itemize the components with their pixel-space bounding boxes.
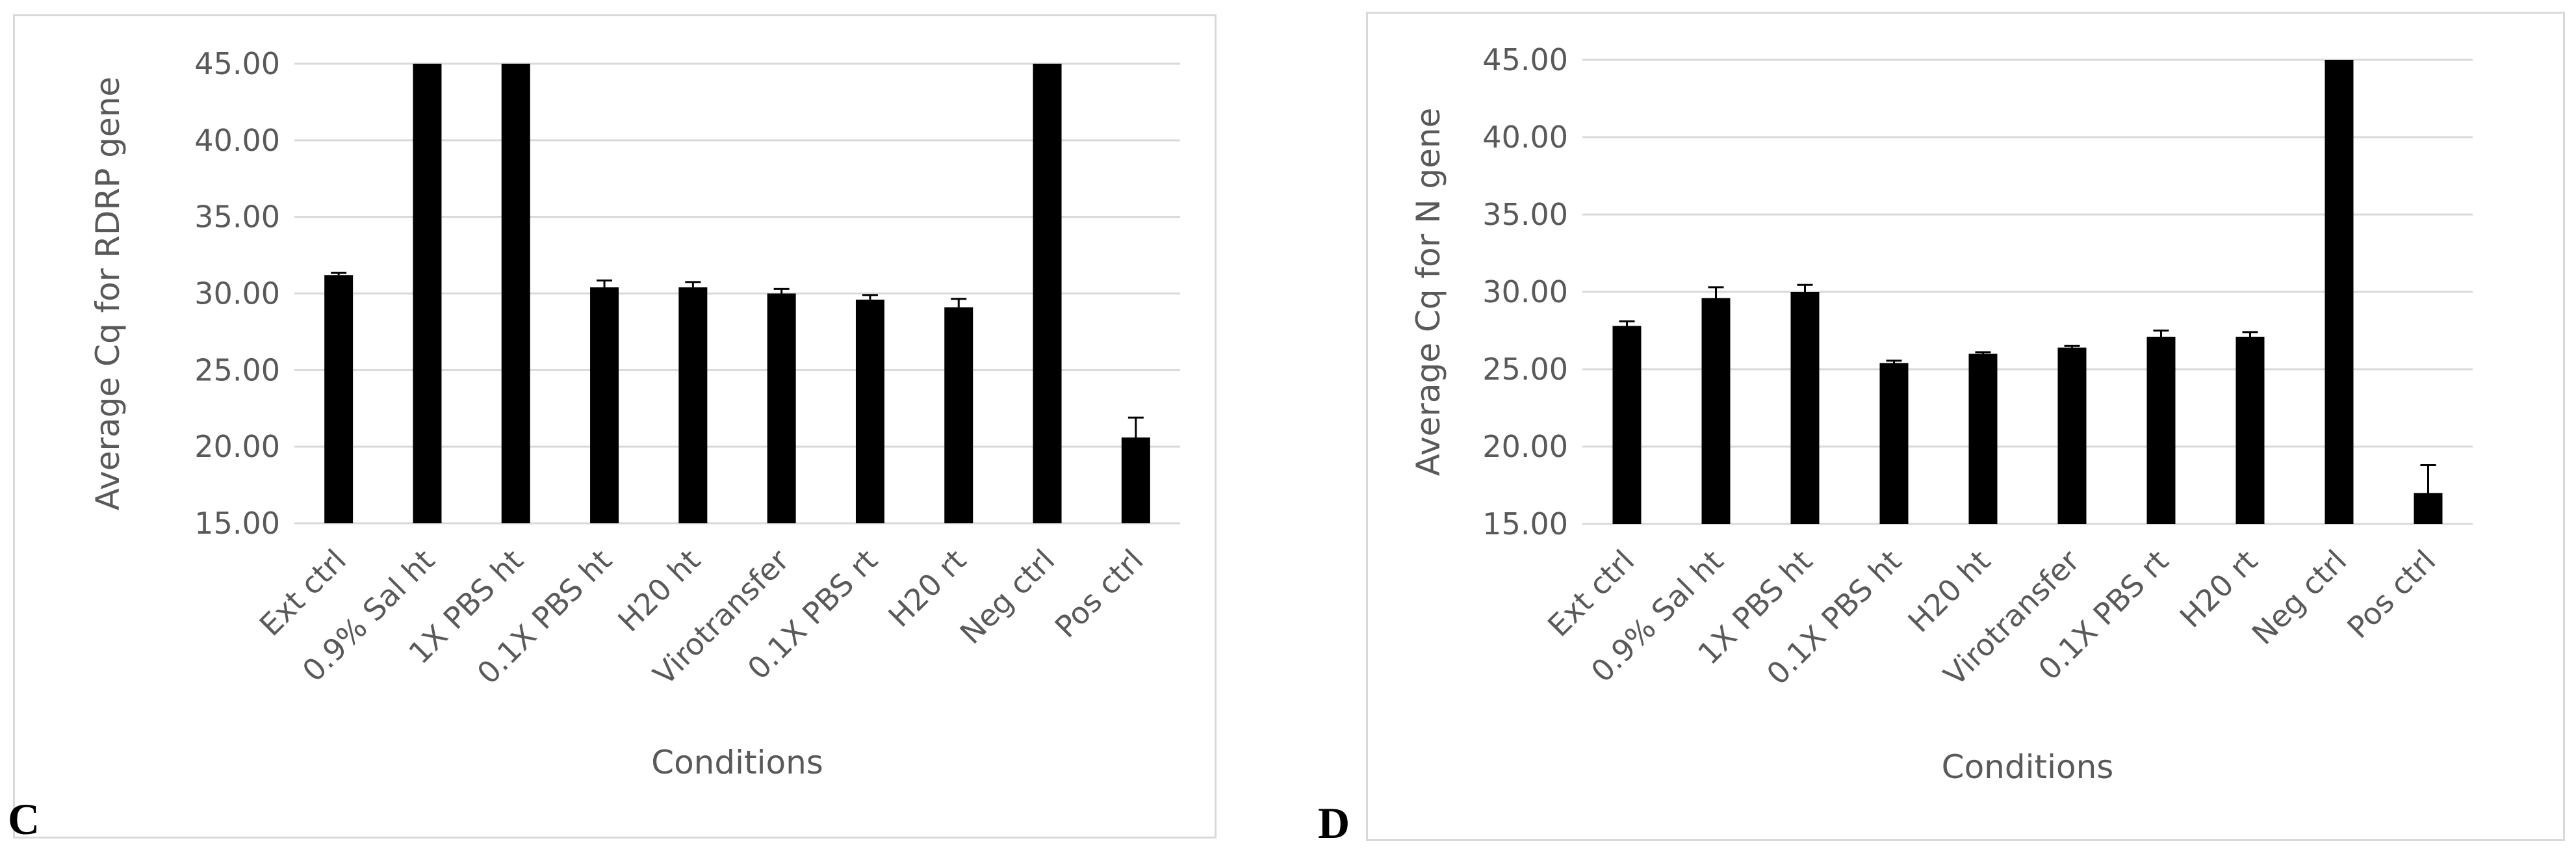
bar: [678, 287, 708, 523]
bar: [767, 293, 796, 523]
bar: [944, 307, 973, 523]
y-tick-label: 45.00: [1482, 42, 1568, 77]
bar: [2235, 337, 2265, 524]
y-tick-label: 20.00: [1482, 429, 1568, 464]
y-tick-label: 15.00: [1482, 506, 1568, 541]
bar: [2146, 337, 2176, 524]
panel-label-c: C: [8, 794, 40, 844]
bar: [2414, 493, 2443, 524]
bar: [1701, 298, 1731, 524]
bar: [590, 287, 619, 523]
y-tick-label: 20.00: [194, 429, 280, 464]
y-tick-label: 45.00: [194, 46, 280, 81]
bar: [1790, 292, 1820, 524]
bar: [1968, 354, 1998, 524]
y-tick-label: 35.00: [194, 200, 280, 235]
y-axis-title: Average Cq for RDRP gene: [89, 77, 127, 510]
bar: [2057, 347, 2087, 524]
chart-panel-d: 15.00 20.00 25.00 30.00 35.00 40.00 45.00 Ext c…: [1366, 12, 2565, 841]
chart-panel-c: 15.00 20.00 25.00 30.00 35.00 40.00 45.00 Ext c…: [13, 14, 1217, 839]
bar: [1121, 437, 1150, 523]
bar: [855, 299, 884, 523]
panel-label-d: D: [1318, 798, 1350, 848]
y-tick-label: 35.00: [1482, 197, 1568, 232]
y-axis-title: Average Cq for N gene: [1410, 108, 1447, 476]
y-tick-label: 40.00: [194, 123, 280, 158]
y-tick-label: 30.00: [194, 276, 280, 311]
bar: [1879, 363, 1909, 524]
y-tick-label: 30.00: [1482, 274, 1568, 309]
x-tick-label: Pos ctrl: [2340, 543, 2442, 645]
y-tick-label: 25.00: [194, 352, 280, 387]
bar: [324, 275, 354, 523]
x-tick-label: Neg ctrl: [953, 543, 1062, 651]
y-tick-label: 25.00: [1482, 352, 1568, 387]
x-axis-title: Conditions: [651, 744, 823, 781]
bar: [2325, 60, 2354, 524]
x-tick-label: Neg ctrl: [2245, 543, 2354, 652]
x-axis-title: Conditions: [1942, 748, 2114, 786]
bar: [1612, 326, 1642, 524]
bar: [413, 64, 442, 523]
y-tick-label: 15.00: [194, 506, 280, 541]
bar: [1033, 64, 1062, 523]
x-tick-label: Pos ctrl: [1048, 543, 1150, 645]
y-tick-label: 40.00: [1482, 120, 1568, 155]
bar: [501, 64, 530, 523]
